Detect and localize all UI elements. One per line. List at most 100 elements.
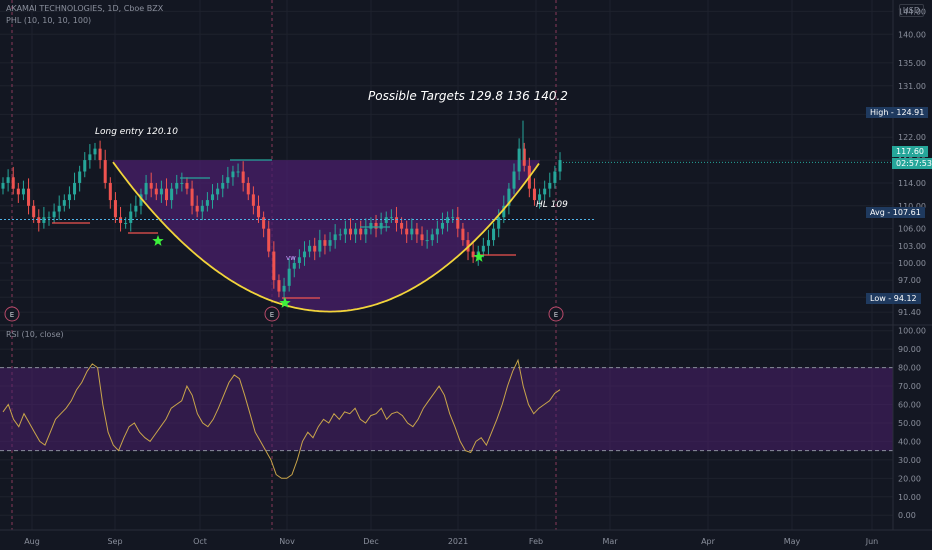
candle-body xyxy=(272,251,276,281)
candle-body xyxy=(333,234,337,241)
candle-body xyxy=(277,280,281,292)
candle-body xyxy=(144,182,148,195)
time-tick-label: Jun xyxy=(865,537,879,546)
price-tick-label: 144.00 xyxy=(898,7,926,16)
time-tick-label: Feb xyxy=(529,537,543,546)
candle-body xyxy=(394,217,398,223)
candle-body xyxy=(47,217,51,219)
rsi-tick-label: 20.00 xyxy=(898,474,921,483)
candle-body xyxy=(374,222,378,229)
price-tick-label: 131.00 xyxy=(898,82,926,91)
candle-body xyxy=(292,262,296,269)
candle-body xyxy=(440,222,444,229)
high-badge: High - 124.91 xyxy=(866,107,929,118)
rsi-tick-label: 80.00 xyxy=(898,364,921,373)
cup-curve xyxy=(112,161,540,313)
price-tick-label: 106.00 xyxy=(898,225,926,234)
candle-body xyxy=(180,182,184,184)
candle-body xyxy=(481,245,485,252)
candle-body xyxy=(226,177,230,183)
candles xyxy=(1,120,562,301)
candle-body xyxy=(42,217,46,223)
rsi-title: RSI (10, close) xyxy=(6,330,64,339)
candle-body xyxy=(343,228,347,235)
candle-body xyxy=(461,228,465,241)
candle-body xyxy=(435,228,439,235)
price-tick-label: 91.40 xyxy=(898,308,921,317)
candle-body xyxy=(124,222,128,224)
candle-body xyxy=(548,182,552,189)
candle-body xyxy=(236,171,240,173)
candle-body xyxy=(354,228,358,235)
time-tick-label: Aug xyxy=(24,537,40,546)
candle-body xyxy=(512,171,516,189)
candle-body xyxy=(21,188,25,195)
price-tick-label: 103.00 xyxy=(898,242,926,251)
price-tick-label: 140.00 xyxy=(898,30,926,39)
earnings-label: E xyxy=(270,311,274,319)
candle-body xyxy=(251,194,255,206)
vw-label: vw xyxy=(286,254,296,262)
candle-body xyxy=(364,228,368,235)
candle-body xyxy=(522,148,526,166)
candle-body xyxy=(282,285,286,292)
candle-body xyxy=(119,217,123,223)
candle-body xyxy=(297,257,301,263)
candle-body xyxy=(32,205,36,218)
rsi-tick-label: 70.00 xyxy=(898,382,921,391)
candle-body xyxy=(430,234,434,241)
candle-body xyxy=(139,194,143,206)
rsi-tick-label: 50.00 xyxy=(898,419,921,428)
candle-body xyxy=(471,251,475,258)
candle-body xyxy=(170,188,174,201)
candle-body xyxy=(62,200,66,206)
price-tick-label: 97.00 xyxy=(898,276,921,285)
candle-body xyxy=(384,217,388,223)
hl-annotation: HL 109 xyxy=(536,200,568,210)
rsi-tick-label: 60.00 xyxy=(898,401,921,410)
candle-body xyxy=(379,222,383,229)
candle-body xyxy=(451,217,455,219)
candle-body xyxy=(502,205,506,218)
rsi-tick-label: 40.00 xyxy=(898,437,921,446)
candle-body xyxy=(318,240,322,252)
earnings-icon xyxy=(548,306,564,322)
candle-body xyxy=(37,217,41,223)
candle-body xyxy=(195,205,199,212)
candle-body xyxy=(328,240,332,246)
rsi-tick-label: 10.00 xyxy=(898,493,921,502)
rsi-tick-label: 0.00 xyxy=(898,511,916,520)
time-tick-label: Dec xyxy=(363,537,378,546)
candle-body xyxy=(323,240,327,246)
time-tick-label: Apr xyxy=(701,537,716,546)
candle-body xyxy=(262,217,266,229)
candle-body xyxy=(6,177,10,183)
candle-body xyxy=(369,222,373,229)
candle-body xyxy=(517,148,521,172)
overlays: vw E E E xyxy=(0,159,893,322)
rsi-tick-label: 100.00 xyxy=(898,327,926,336)
earnings-label: E xyxy=(10,311,14,319)
currency-button[interactable]: USD xyxy=(898,4,924,17)
earnings-icon xyxy=(264,306,280,322)
candle-body xyxy=(27,188,31,206)
candle-body xyxy=(190,188,194,206)
star-icon xyxy=(152,235,164,246)
candle-body xyxy=(497,217,501,229)
earnings-label: E xyxy=(554,311,558,319)
candle-body xyxy=(256,205,261,218)
candle-body xyxy=(83,160,87,172)
candle-body xyxy=(185,182,189,189)
candle-body xyxy=(16,188,20,195)
rsi-tick-label: 30.00 xyxy=(898,456,921,465)
candle-body xyxy=(558,160,562,172)
candle-body xyxy=(405,228,409,235)
candle-body xyxy=(425,240,429,242)
symbol-title: AKAMAI TECHNOLOGIES, 1D, Cboe BZX xyxy=(6,4,164,13)
candle-body xyxy=(359,228,363,235)
candle-body xyxy=(1,182,5,189)
cup-zone xyxy=(113,160,540,312)
candle-body xyxy=(103,160,107,183)
candle-body xyxy=(57,205,61,212)
